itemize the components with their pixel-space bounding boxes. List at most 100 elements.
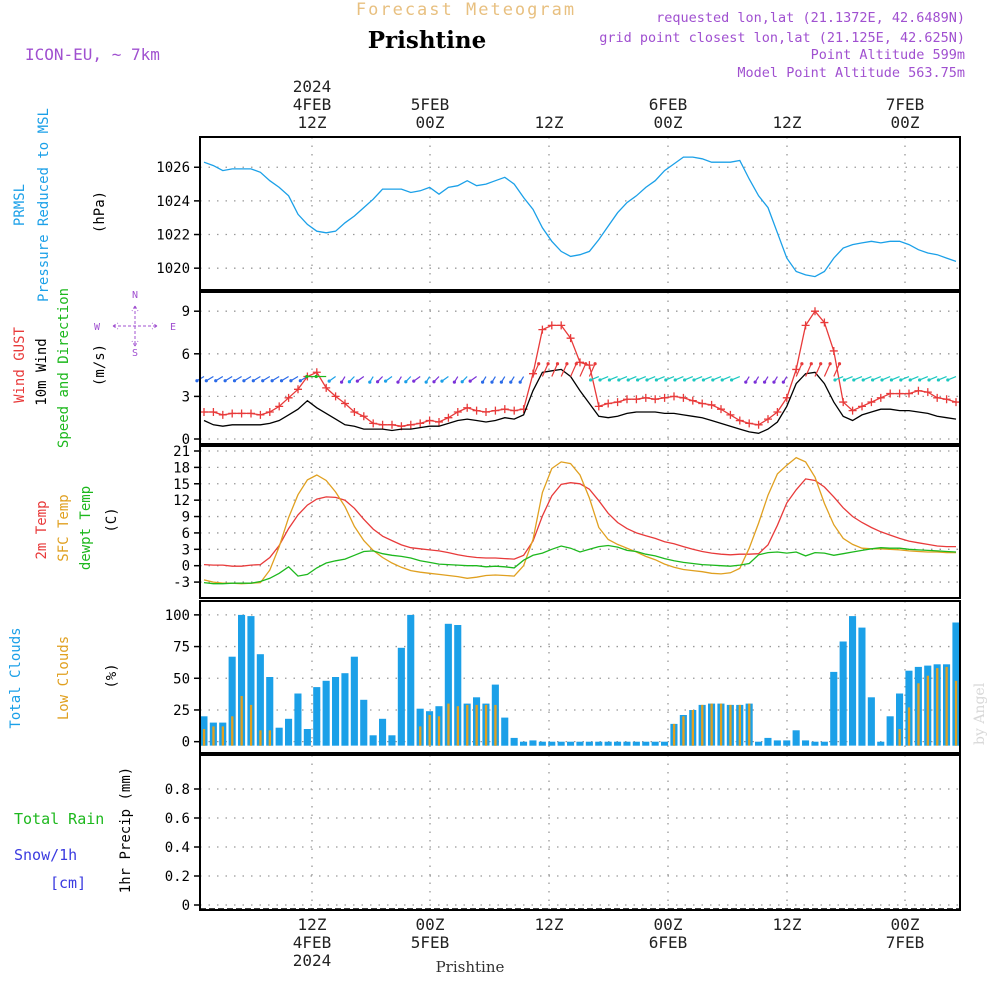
bar-total-clouds bbox=[557, 741, 565, 746]
bottom-tick-label: 00Z bbox=[416, 915, 445, 934]
bar-total-clouds bbox=[256, 654, 264, 746]
wind-direction-arrowhead bbox=[946, 378, 950, 382]
bottom-tick-label: 00Z bbox=[891, 915, 920, 934]
gust-marker bbox=[341, 399, 349, 408]
gust-marker bbox=[707, 400, 716, 409]
gust-marker bbox=[444, 413, 453, 422]
bar-total-clouds bbox=[877, 741, 885, 746]
top-tick-label: 12Z bbox=[298, 113, 327, 132]
location-title: Prishtine bbox=[368, 27, 487, 54]
top-tick-label: 12Z bbox=[535, 113, 564, 132]
wind-direction-arrow bbox=[588, 363, 596, 377]
wind-direction-arrowhead bbox=[664, 378, 668, 382]
gust-marker bbox=[764, 415, 772, 424]
y-tick-label: 12 bbox=[173, 493, 190, 509]
wind-direction-arrowhead bbox=[837, 362, 842, 366]
wind-direction-arrowhead bbox=[383, 379, 388, 383]
top-tick-label: 5FEB bbox=[411, 95, 450, 114]
gust-marker bbox=[275, 402, 284, 411]
bar-total-clouds bbox=[604, 741, 612, 746]
wind-direction-arrowhead bbox=[314, 374, 318, 379]
wind-direction-arrowhead bbox=[223, 379, 227, 383]
gust-marker bbox=[641, 393, 650, 402]
gust-marker bbox=[369, 419, 378, 428]
series-prmsl bbox=[203, 156, 957, 278]
bar-total-clouds bbox=[632, 741, 640, 746]
bar-total-clouds bbox=[585, 741, 593, 746]
bar-total-clouds bbox=[614, 741, 622, 746]
bar-total-clouds bbox=[867, 697, 875, 746]
series-dewpt-temp bbox=[203, 544, 957, 585]
wind-direction-arrowhead bbox=[574, 362, 578, 366]
bar-total-clouds bbox=[510, 737, 518, 746]
wind-direction-arrowhead bbox=[355, 379, 359, 383]
gust-marker bbox=[867, 398, 876, 407]
panel-frame bbox=[199, 445, 961, 599]
bar-low-clouds bbox=[249, 704, 253, 746]
gust-marker bbox=[265, 408, 274, 417]
y-tick-label: 6 bbox=[182, 526, 190, 542]
gust-marker bbox=[848, 406, 857, 415]
bar-total-clouds bbox=[350, 656, 358, 746]
gust-marker bbox=[632, 395, 641, 404]
bar-low-clouds bbox=[691, 710, 694, 746]
label-c: (C) bbox=[104, 507, 120, 532]
wind-direction-arrowhead bbox=[452, 380, 456, 384]
bottom-tick-label: 4FEB bbox=[293, 933, 332, 952]
bar-total-clouds bbox=[388, 735, 396, 746]
wind-direction-arrowhead bbox=[305, 374, 309, 379]
gust-marker bbox=[406, 420, 415, 429]
wind-direction-arrowhead bbox=[509, 380, 513, 384]
wind-direction-arrow bbox=[833, 363, 841, 377]
wind-direction-arrowhead bbox=[880, 378, 884, 382]
bar-total-clouds bbox=[764, 737, 772, 746]
wind-direction-arrow bbox=[551, 363, 559, 377]
wind-direction-arrowhead bbox=[762, 380, 767, 384]
bar-total-clouds bbox=[773, 740, 781, 746]
top-tick-label: 2024 bbox=[293, 77, 332, 96]
wind-direction-arrowhead bbox=[368, 380, 372, 384]
gust-marker bbox=[651, 395, 660, 404]
wind-direction-arrow bbox=[814, 363, 822, 377]
gust-marker bbox=[801, 321, 810, 330]
bar-total-clouds bbox=[529, 740, 537, 746]
gust-marker bbox=[670, 392, 678, 401]
wind-direction-arrowhead bbox=[918, 378, 922, 382]
wind-direction-arrowhead bbox=[899, 378, 903, 382]
gust-marker bbox=[463, 403, 472, 412]
y-tick-label: 0 bbox=[182, 432, 190, 448]
bar-low-clouds bbox=[907, 707, 911, 746]
top-tick-label: 00Z bbox=[654, 113, 683, 132]
y-tick-label: 0 bbox=[182, 559, 190, 575]
bar-total-clouds bbox=[275, 727, 283, 746]
gust-marker bbox=[294, 385, 302, 394]
gust-marker bbox=[491, 406, 500, 415]
bottom-tick-label: 2024 bbox=[293, 951, 332, 970]
gridpoint-coords: grid point closest lon,lat (21.125E, 42.… bbox=[599, 30, 965, 46]
y-tick-label: 0.2 bbox=[165, 869, 190, 885]
bar-total-clouds bbox=[313, 687, 321, 746]
gust-marker bbox=[876, 393, 885, 402]
header: Forecast Meteogram Prishtine ICON-EU, ~ … bbox=[25, 0, 965, 81]
gust-marker bbox=[218, 410, 227, 419]
gust-marker bbox=[933, 393, 942, 402]
bottom-tick-label: 00Z bbox=[654, 915, 683, 934]
bar-total-clouds bbox=[661, 741, 669, 746]
gust-marker bbox=[754, 420, 763, 429]
bottom-tick-label: 12Z bbox=[298, 915, 327, 934]
wind-direction-arrowhead bbox=[617, 378, 621, 382]
y-tick-label: 15 bbox=[173, 477, 190, 493]
bar-total-clouds bbox=[294, 693, 302, 746]
gust-marker bbox=[284, 393, 293, 402]
gust-marker bbox=[435, 417, 443, 426]
bar-total-clouds bbox=[792, 730, 800, 746]
bar-low-clouds bbox=[456, 706, 459, 746]
gust-marker bbox=[820, 318, 829, 327]
wind-direction-arrowhead bbox=[432, 380, 436, 384]
gust-marker bbox=[623, 395, 631, 404]
bar-low-clouds bbox=[437, 716, 441, 746]
bar-low-clouds bbox=[475, 704, 478, 746]
gust-marker bbox=[331, 392, 340, 401]
gust-marker bbox=[209, 408, 218, 417]
bar-total-clouds bbox=[783, 740, 791, 746]
